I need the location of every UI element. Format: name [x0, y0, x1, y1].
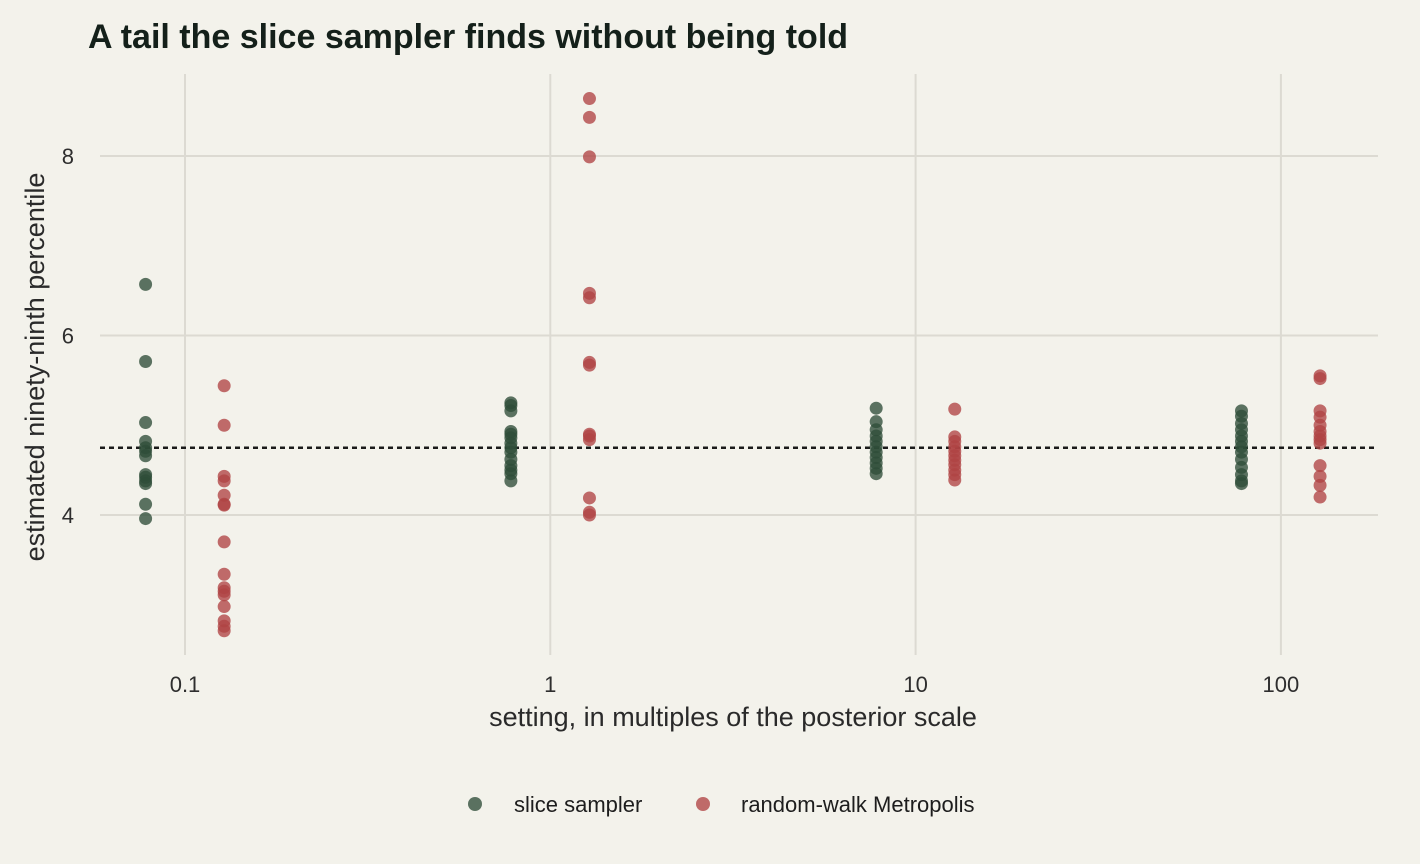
- point-random-walk-metropolis: [582, 358, 596, 372]
- point-slice-sampler: [139, 355, 153, 369]
- point-slice-sampler: [504, 404, 518, 418]
- point-random-walk-metropolis: [582, 150, 596, 164]
- point-random-walk-metropolis: [217, 488, 231, 502]
- point-random-walk-metropolis: [217, 498, 231, 512]
- point-slice-sampler: [139, 512, 153, 526]
- point-random-walk-metropolis: [217, 600, 231, 614]
- legend: slice sampler random-walk Metropolis: [468, 792, 975, 817]
- legend-swatch: [468, 797, 482, 811]
- point-slice-sampler: [139, 497, 153, 511]
- point-random-walk-metropolis: [217, 535, 231, 549]
- point-random-walk-metropolis: [582, 110, 596, 124]
- y-axis-label: estimated ninety-ninth percentile: [20, 173, 50, 562]
- point-random-walk-metropolis: [217, 624, 231, 638]
- point-slice-sampler: [869, 467, 883, 481]
- y-tick-label: 6: [62, 324, 74, 349]
- point-random-walk-metropolis: [1313, 469, 1327, 483]
- point-slice-sampler: [139, 449, 153, 463]
- point-random-walk-metropolis: [1313, 372, 1327, 386]
- point-random-walk-metropolis: [582, 433, 596, 447]
- point-random-walk-metropolis: [582, 508, 596, 522]
- point-random-walk-metropolis: [582, 92, 596, 106]
- point-random-walk-metropolis: [217, 588, 231, 602]
- x-tick-label: 0.1: [170, 672, 201, 697]
- point-slice-sampler: [1234, 477, 1248, 491]
- chart-title: A tail the slice sampler finds without b…: [88, 18, 848, 56]
- x-tick-label: 100: [1263, 672, 1300, 697]
- data-points: [139, 92, 1327, 638]
- y-tick-label: 4: [62, 503, 74, 528]
- x-axis-label: setting, in multiples of the posterior s…: [489, 702, 977, 732]
- point-random-walk-metropolis: [1313, 490, 1327, 504]
- y-axis-ticks: 4 6 8: [62, 144, 74, 528]
- point-random-walk-metropolis: [582, 491, 596, 505]
- point-random-walk-metropolis: [217, 379, 231, 393]
- point-slice-sampler: [869, 401, 883, 415]
- legend-label: slice sampler: [514, 792, 642, 817]
- point-random-walk-metropolis: [217, 418, 231, 432]
- point-slice-sampler: [139, 277, 153, 291]
- point-random-walk-metropolis: [217, 474, 231, 488]
- x-tick-label: 10: [903, 672, 927, 697]
- point-slice-sampler: [139, 477, 153, 491]
- gridlines: [100, 74, 1378, 655]
- y-tick-label: 8: [62, 144, 74, 169]
- point-random-walk-metropolis: [1313, 436, 1327, 450]
- legend-label: random-walk Metropolis: [741, 792, 975, 817]
- point-random-walk-metropolis: [217, 567, 231, 581]
- point-random-walk-metropolis: [1313, 459, 1327, 473]
- point-random-walk-metropolis: [1313, 478, 1327, 492]
- point-slice-sampler: [504, 474, 518, 488]
- x-tick-label: 1: [544, 672, 556, 697]
- legend-swatch: [696, 797, 710, 811]
- point-random-walk-metropolis: [948, 402, 962, 416]
- point-random-walk-metropolis: [582, 291, 596, 305]
- point-random-walk-metropolis: [948, 473, 962, 487]
- x-axis-ticks: 0.1 1 10 100: [170, 672, 1300, 697]
- point-slice-sampler: [139, 416, 153, 430]
